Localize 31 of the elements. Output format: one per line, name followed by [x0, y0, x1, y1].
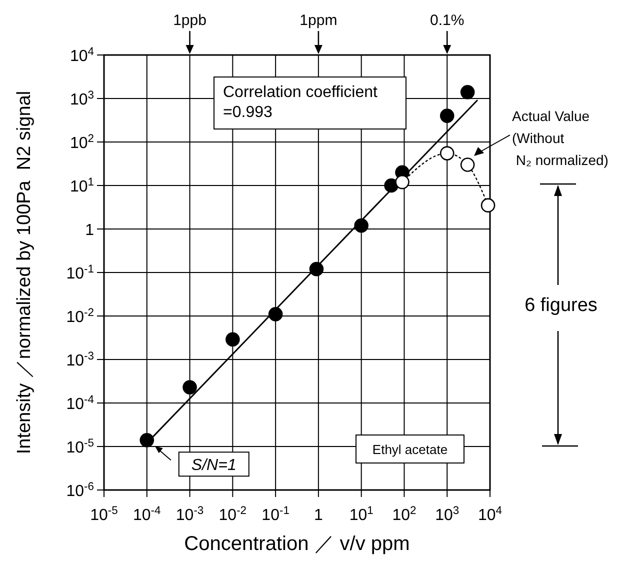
annotation: Correlation coefficient =0.993 [223, 84, 378, 121]
x-tick-label: 10$^{-2}$ [218, 505, 247, 524]
x-tick-label: 10$^{-4}$ [133, 505, 161, 524]
x-tick-label: 10$^{1}$ [349, 505, 374, 524]
annotation: Ethyl acetate [372, 442, 448, 457]
y-axis-title: Intensity ／normalized by 100Pa N2 signal [14, 90, 35, 454]
text: Actual Value (Without N₂ normalized) [512, 108, 608, 168]
text: 1ppm [300, 12, 338, 29]
text: 0.1% [430, 12, 464, 29]
x-axis-title: Concentration ／ v/v ppm [184, 533, 410, 555]
y-tick-label: 10$^{-2}$ [66, 307, 94, 326]
x-tick-label: 10$^{2}$ [392, 505, 416, 524]
text: 1ppb [173, 12, 206, 29]
x-tick-label: 10$^{-1}$ [262, 505, 290, 524]
y-tick-label: 10$^{-3}$ [66, 350, 94, 370]
y-tick-label: 10$^{2}$ [70, 133, 94, 152]
y-tick-label: 10$^{-1}$ [66, 264, 94, 282]
y-tick-label: 10$^{-4}$ [66, 394, 94, 413]
y-tick-label: 1 [85, 222, 94, 239]
y-tick-label: 10$^{-6}$ [66, 481, 94, 500]
y-tick-label: 10$^{3}$ [70, 90, 94, 108]
text: 6 figures [524, 295, 598, 316]
x-tick-label: 10$^{-3}$ [176, 505, 204, 524]
annotation: S/N=1 [191, 457, 236, 474]
x-tick-label: 10$^{3}$ [435, 505, 460, 524]
y-tick-label: 10$^{1}$ [70, 176, 94, 196]
y-tick-label: 10$^{4}$ [70, 46, 94, 65]
x-tick-label: 1 [314, 507, 323, 524]
y-tick-label: 10$^{-5}$ [66, 438, 94, 456]
x-tick-label: 10$^{-5}$ [90, 505, 118, 524]
x-tick-label: 10$^{4}$ [478, 505, 502, 524]
